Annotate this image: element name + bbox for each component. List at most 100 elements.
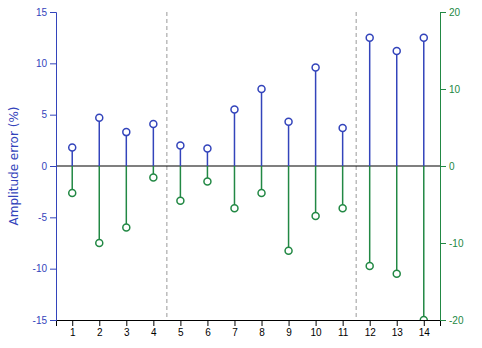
marker <box>339 205 346 212</box>
tick: 3 <box>124 320 130 338</box>
marker <box>123 129 130 136</box>
marker <box>231 205 238 212</box>
tick-label: 13 <box>392 327 404 338</box>
tick: 6 <box>205 320 211 338</box>
series <box>69 166 428 320</box>
tick-label: 6 <box>205 327 211 338</box>
tick-mark <box>180 320 181 326</box>
tick-mark <box>50 320 56 321</box>
tick-mark <box>289 320 290 326</box>
marker <box>96 240 103 247</box>
stem <box>315 166 317 216</box>
plot-area <box>56 12 440 320</box>
stem <box>369 38 371 166</box>
tick: 14 <box>419 320 431 338</box>
tick: 10 <box>440 84 461 95</box>
tick: 10 <box>311 320 323 338</box>
stem <box>126 166 128 228</box>
tick-mark <box>397 320 398 326</box>
marker <box>177 197 184 204</box>
tick-mark <box>50 269 56 270</box>
tick-label: 4 <box>151 327 157 338</box>
tick-label: -15 <box>33 315 48 326</box>
tick-label: 10 <box>311 327 323 338</box>
tick-label: 20 <box>449 7 461 18</box>
marker <box>420 317 427 321</box>
tick: 10 <box>36 58 56 69</box>
tick-mark <box>440 320 446 321</box>
marker <box>123 224 130 231</box>
stem <box>99 118 101 166</box>
tick-mark <box>50 166 56 167</box>
tick-label: -10 <box>449 238 464 249</box>
marker <box>420 34 427 41</box>
tick-mark <box>424 320 425 326</box>
marker <box>204 178 211 185</box>
marker <box>285 118 292 125</box>
marker <box>177 142 184 149</box>
tick: 5 <box>41 109 56 120</box>
stem <box>99 166 101 243</box>
marker <box>69 189 76 196</box>
tick-label: 10 <box>449 84 461 95</box>
y-axis-title: Amplitude error (%) <box>7 107 21 226</box>
marker <box>204 145 211 152</box>
marker <box>231 106 238 113</box>
tick-label: 10 <box>36 58 48 69</box>
tick-label: 14 <box>419 327 431 338</box>
tick-label: 5 <box>178 327 184 338</box>
stem <box>342 128 344 166</box>
tick: 13 <box>392 320 404 338</box>
tick-mark <box>440 166 446 167</box>
tick-mark <box>153 320 154 326</box>
tick-label: 0 <box>41 161 47 172</box>
tick: 11 <box>338 320 349 338</box>
x-axis: 1234567891011121314 <box>57 320 441 338</box>
zero-line <box>56 165 440 166</box>
tick-label: 0 <box>449 161 455 172</box>
axis-domain <box>441 13 447 321</box>
marker <box>393 48 400 55</box>
tick: -20 <box>440 315 464 326</box>
stem <box>288 122 290 166</box>
axis-domain <box>57 321 441 327</box>
tick-mark <box>316 320 317 326</box>
marker <box>150 120 157 127</box>
series <box>69 34 428 166</box>
tick: 0 <box>440 161 455 172</box>
tick-mark <box>343 320 344 326</box>
tick-mark <box>126 320 127 326</box>
stem <box>234 110 236 166</box>
marker <box>312 213 319 220</box>
stem <box>153 124 155 166</box>
tick: 7 <box>232 320 238 338</box>
tick-label: 15 <box>36 7 48 18</box>
stem <box>396 166 398 274</box>
tick: 20 <box>440 7 461 18</box>
tick: 0 <box>41 161 56 172</box>
tick-mark <box>50 217 56 218</box>
chart: 1234567891011121314-15-10-5051015-20-100… <box>0 0 482 348</box>
stem <box>261 89 263 166</box>
tick: 12 <box>365 320 377 338</box>
tick-label: 8 <box>259 327 265 338</box>
marker <box>366 263 373 270</box>
tick-mark <box>440 243 446 244</box>
stem <box>126 132 128 166</box>
marker <box>312 64 319 71</box>
marker <box>393 270 400 277</box>
marker <box>69 144 76 151</box>
stem <box>180 166 182 201</box>
tick-mark <box>262 320 263 326</box>
marker <box>339 125 346 132</box>
stem <box>369 166 371 266</box>
tick-label: 1 <box>70 327 76 338</box>
tick: 2 <box>97 320 103 338</box>
marker <box>258 189 265 196</box>
marker <box>258 86 265 93</box>
stem <box>423 38 425 166</box>
tick-label: 5 <box>41 109 47 120</box>
tick-label: -20 <box>449 315 464 326</box>
stem <box>234 166 236 208</box>
tick: -10 <box>440 238 464 249</box>
